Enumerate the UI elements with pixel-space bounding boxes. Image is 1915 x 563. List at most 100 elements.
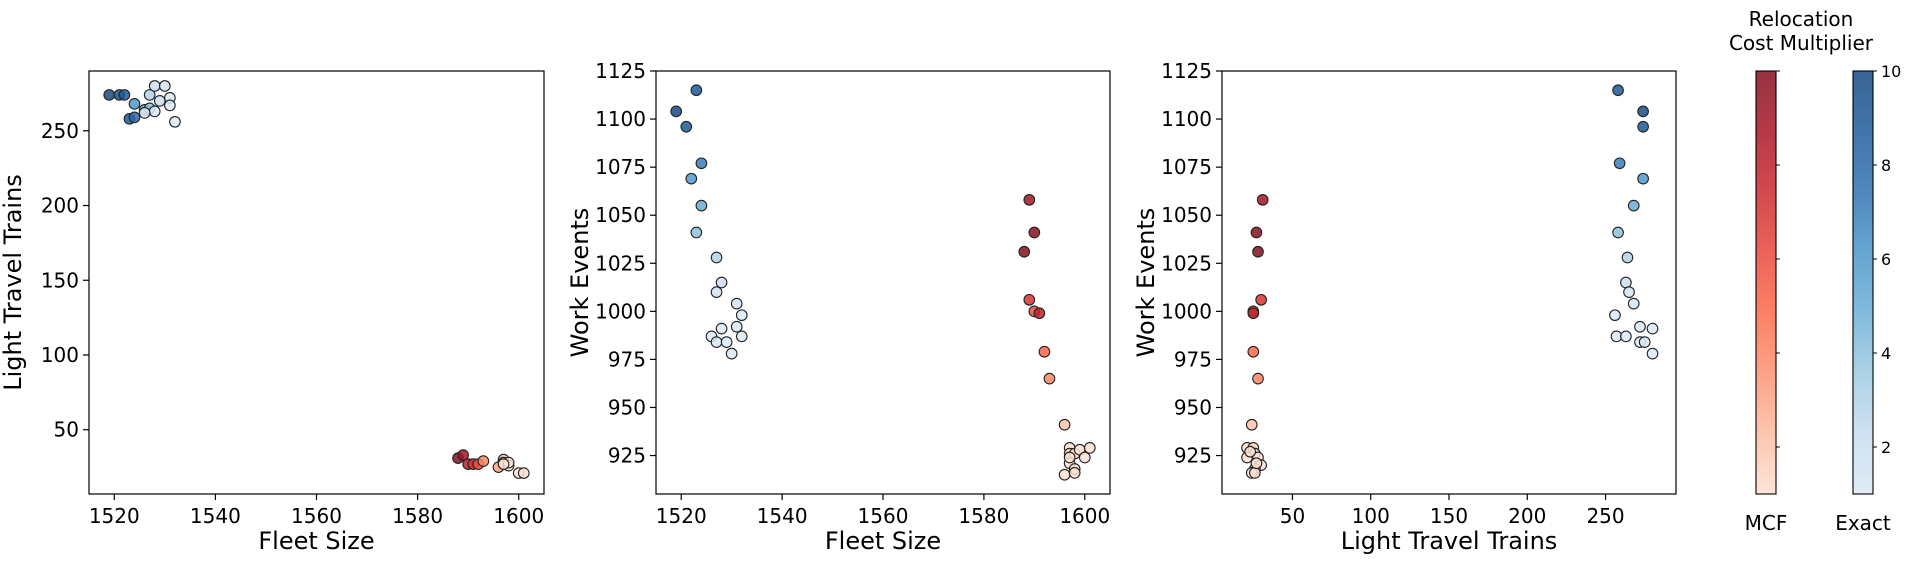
data-point-blues <box>1623 286 1635 298</box>
x-tick-label: 100 <box>1352 504 1390 528</box>
data-point-blues <box>128 98 141 110</box>
data-point-blues <box>1637 172 1649 185</box>
x-axis-title: Fleet Size <box>825 527 941 555</box>
x-tick-label: 1580 <box>958 504 1009 528</box>
data-point-blues <box>1627 297 1640 310</box>
data-point-blues <box>735 309 748 322</box>
y-tick-label: 1075 <box>1161 155 1212 179</box>
data-point-blues <box>169 115 181 128</box>
data-point-reds <box>1043 372 1056 385</box>
data-point-blues <box>715 276 728 289</box>
y-tick-label: 950 <box>608 395 646 419</box>
data-point-reds <box>1023 293 1036 306</box>
y-tick-label: 975 <box>1174 347 1212 371</box>
data-point-blues <box>1621 251 1634 264</box>
y-tick-label: 1050 <box>595 203 646 227</box>
data-point-blues <box>1620 276 1632 289</box>
data-point-blues <box>690 226 703 239</box>
data-point-blues <box>148 80 161 92</box>
colorbar-title-line2: Cost Multiplier <box>1729 31 1874 55</box>
data-point-blues <box>1646 347 1659 360</box>
colorbar-title-line1: Relocation <box>1749 7 1854 31</box>
y-tick-label: 950 <box>1174 395 1212 419</box>
y-tick-label: 250 <box>41 119 79 143</box>
data-point-blues <box>735 330 748 343</box>
plot-frame <box>88 70 545 495</box>
colorbar-tick-label: 8 <box>1881 156 1891 175</box>
data-point-reds <box>1256 193 1269 206</box>
data-point-blues <box>118 89 131 101</box>
data-point-reds <box>1058 468 1071 481</box>
data-point-reds <box>1018 245 1031 258</box>
data-point-reds <box>1023 193 1036 206</box>
data-point-reds <box>1038 345 1051 358</box>
data-point-reds <box>517 467 530 479</box>
data-point-blues <box>730 297 743 310</box>
data-point-blues <box>690 84 703 97</box>
colorbar-mcf <box>1755 70 1777 495</box>
data-point-reds <box>1245 418 1258 431</box>
colorbars: MCF 2 4 6 8 10 Exact <box>1745 62 1902 535</box>
colorbar-exact <box>1852 70 1874 495</box>
x-tick-label: 1600 <box>493 504 544 528</box>
y-tick-label: 1125 <box>595 59 646 83</box>
plot-frame <box>655 70 1111 495</box>
x-tick-label: 1520 <box>656 504 707 528</box>
y-tick-label: 150 <box>41 268 79 292</box>
y-tick-label: 975 <box>608 347 646 371</box>
data-point-reds <box>1063 451 1076 464</box>
data-point-reds <box>1252 372 1264 385</box>
colorbar-tick-label: 6 <box>1881 250 1891 269</box>
y-tick-label: 100 <box>41 343 79 367</box>
data-point-reds <box>1247 307 1260 320</box>
colorbar-tick-label: 2 <box>1881 438 1891 457</box>
y-axis-title: Light Travel Trains <box>0 174 27 391</box>
data-point-blues <box>1612 226 1624 239</box>
x-tick-label: 250 <box>1586 504 1624 528</box>
colorbar-label-exact: Exact <box>1835 511 1891 535</box>
data-point-reds <box>497 458 510 470</box>
data-point-blues <box>710 251 723 264</box>
data-point-blues <box>685 172 698 185</box>
y-tick-label: 1000 <box>1161 299 1212 323</box>
y-tick-label: 50 <box>54 418 79 442</box>
data-point-blues <box>730 320 743 333</box>
data-point-blues <box>1646 322 1659 335</box>
data-point-blues <box>138 107 151 119</box>
data-point-reds <box>1068 467 1081 479</box>
data-point-blues <box>158 80 171 92</box>
data-point-blues <box>103 89 116 101</box>
x-tick-label: 1520 <box>89 504 140 528</box>
x-tick-label: 1580 <box>392 504 443 528</box>
data-point-reds <box>1250 457 1263 470</box>
y-tick-label: 1000 <box>595 299 646 323</box>
panel-2: 1520 1540 1560 1580 1600 925 950 975 1000 1025 105… <box>566 59 1111 555</box>
y-tick-label: 1025 <box>1161 251 1212 275</box>
data-point-reds <box>1083 442 1096 454</box>
y-tick-label: 1125 <box>1161 59 1212 83</box>
data-point-blues <box>1612 84 1624 97</box>
y-tick-label: 1050 <box>1161 203 1212 227</box>
data-point-blues <box>148 105 161 118</box>
data-point-blues <box>1637 105 1649 118</box>
data-point-reds <box>1033 307 1046 320</box>
data-point-blues <box>695 199 708 212</box>
y-axis-title: Work Events <box>566 208 594 358</box>
data-point-reds <box>1255 293 1267 306</box>
data-point-blues <box>670 105 683 118</box>
x-tick-label: 1540 <box>190 504 241 528</box>
data-point-blues <box>1609 309 1621 322</box>
plot-frame <box>1221 70 1677 495</box>
colorbar-tick-label: 10 <box>1881 62 1901 81</box>
data-point-blues <box>143 89 156 101</box>
x-tick-label: 1600 <box>1059 504 1110 528</box>
data-point-blues <box>1627 199 1640 212</box>
x-axis-title: Light Travel Trains <box>1341 527 1558 555</box>
data-point-reds <box>1078 451 1091 464</box>
y-tick-label: 925 <box>608 444 646 468</box>
panel-3: 50 100 150 200 250 925 950 975 1000 1025 1050 1075 1… <box>1132 59 1677 555</box>
data-point-reds <box>1250 226 1263 239</box>
y-tick-label: 1100 <box>1161 107 1212 131</box>
data-point-reds <box>1028 226 1041 239</box>
